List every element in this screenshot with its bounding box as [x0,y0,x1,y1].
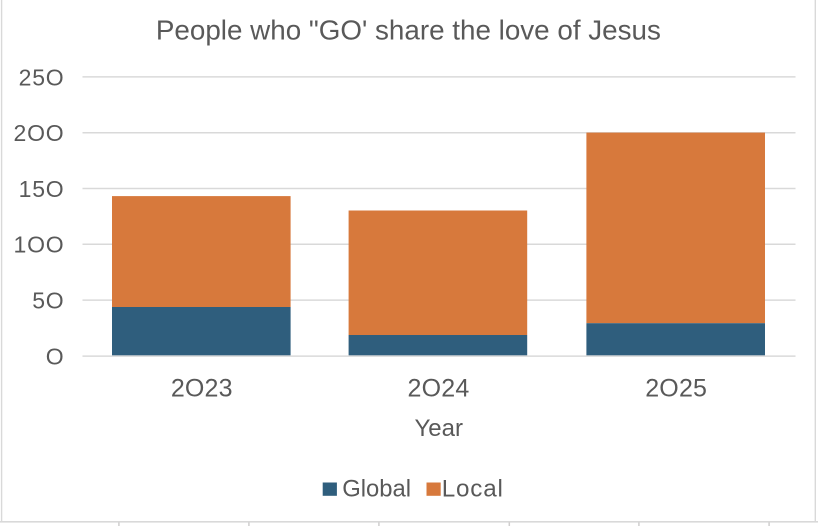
svg-text:2O25: 2O25 [645,375,707,403]
svg-text:5O: 5O [32,288,64,314]
svg-text:2OO: 2OO [14,120,65,146]
svg-text:Global: Global [342,475,411,502]
svg-text:2O23: 2O23 [171,375,233,403]
svg-text:2O24: 2O24 [408,375,470,403]
svg-text:25O: 25O [19,64,65,90]
svg-text:15O: 15O [19,176,65,202]
svg-text:O: O [46,343,65,369]
svg-text:Local: Local [442,475,504,502]
svg-text:People who "GO' share the love: People who "GO' share the love of Jesus [156,15,661,46]
svg-text:Year: Year [414,415,463,442]
svg-text:1OO: 1OO [14,232,65,258]
